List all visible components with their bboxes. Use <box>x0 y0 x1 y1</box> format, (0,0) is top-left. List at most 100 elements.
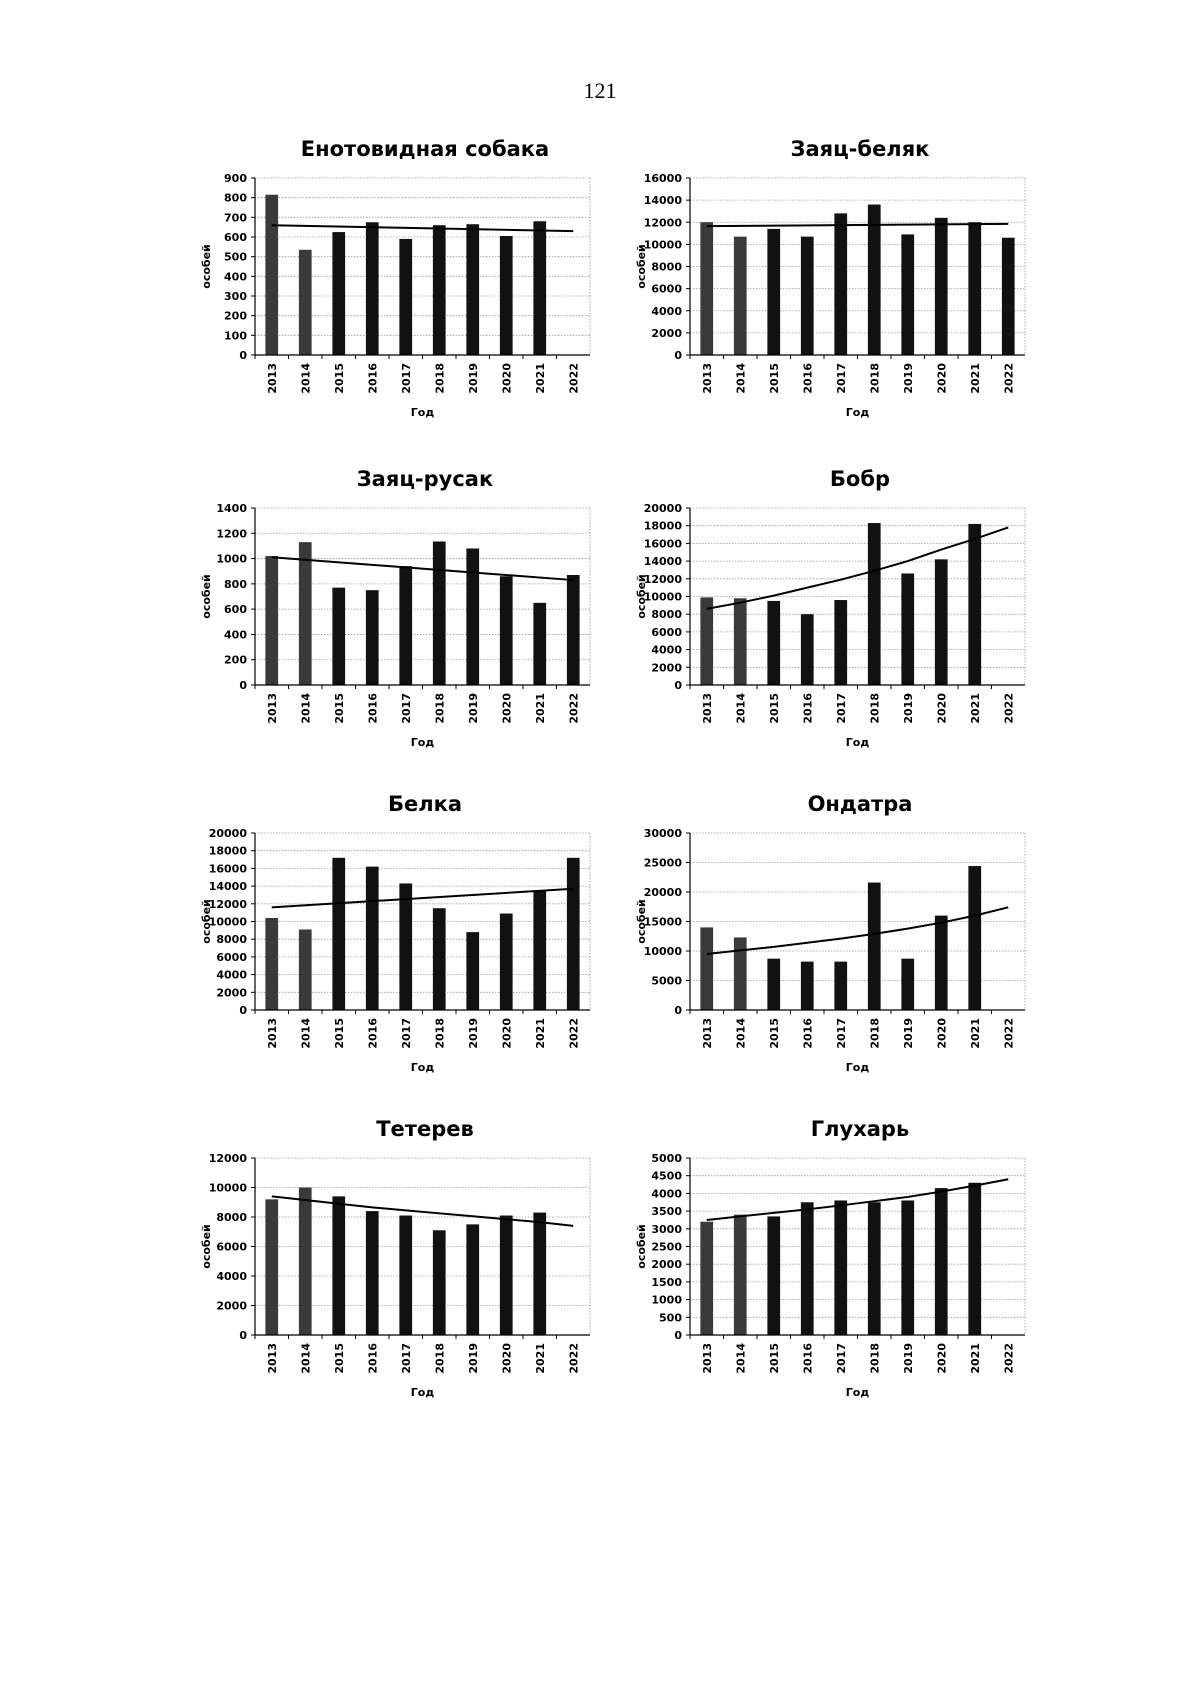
chart-5-title: Ондатра <box>808 792 913 816</box>
chart-mountain-hare: Заяц-беляк 0 2000 4000 6000 8000 10000 12000 140… <box>625 130 1045 430</box>
chart-2-xlabel: Год <box>411 736 435 749</box>
chart-1-ytick-label: 12000 <box>644 216 683 229</box>
chart-7-xtick-label-2017: 2017 <box>835 1343 848 1374</box>
chart-7-bar-2019 <box>901 1200 915 1335</box>
chart-3-xtick-label-2019: 2019 <box>902 693 915 724</box>
chart-7-bar-2021 <box>968 1182 982 1335</box>
chart-1-ytick-label: 16000 <box>644 172 683 185</box>
chart-6-bar-2016 <box>365 1211 379 1335</box>
chart-3-ytick-label: 12000 <box>644 573 683 586</box>
chart-4-bar-2016 <box>365 866 379 1010</box>
chart-2-bar-2016 <box>365 590 379 685</box>
chart-2-bar-2014 <box>298 542 312 685</box>
chart-0-ytick-label: 800 <box>224 192 247 205</box>
chart-5-ylabel: особей <box>635 899 648 943</box>
chart-0-bar-2019 <box>466 224 480 355</box>
chart-5-bar-2020 <box>934 915 948 1010</box>
chart-5-ytick-label: 20000 <box>644 886 683 899</box>
chart-6-xtick-label-2020: 2020 <box>500 1343 513 1374</box>
chart-6-ytick-label: 8000 <box>216 1211 247 1224</box>
chart-1-xtick-label-2018: 2018 <box>868 363 881 394</box>
chart-black-grouse: Тетерев 0 2000 4000 6000 8000 10000 12000 2013 20… <box>190 1110 610 1410</box>
chart-4-trendline <box>271 887 574 909</box>
chart-5-xtick-label-2015: 2015 <box>768 1018 781 1049</box>
chart-7-ytick-label: 3000 <box>651 1223 682 1236</box>
chart-6-ytick-label: 10000 <box>209 1182 248 1195</box>
chart-7-bar-2020 <box>934 1188 948 1335</box>
chart-capercaillie-svg: Глухарь 0 500 1000 1500 2000 2500 3000 3500 4000 4… <box>635 1117 1026 1399</box>
chart-beaver-svg: Бобр 0 2000 4000 6000 8000 10000 12000 14000 1600… <box>635 467 1026 749</box>
chart-7-ytick-label: 0 <box>674 1329 682 1342</box>
chart-2-xtick-label-2016: 2016 <box>366 693 379 724</box>
chart-3-ytick-label: 18000 <box>644 520 683 533</box>
chart-5-bar-2018 <box>867 882 881 1010</box>
chart-3-bar-2018 <box>867 523 881 685</box>
chart-1-ytick-label: 10000 <box>644 238 683 251</box>
chart-0-xtick-label-2013: 2013 <box>266 363 279 394</box>
chart-1-bar-2018 <box>867 204 881 355</box>
chart-7-xtick-label-2015: 2015 <box>768 1343 781 1374</box>
chart-4-title: Белка <box>388 792 462 816</box>
chart-4-xtick-label-2018: 2018 <box>433 1018 446 1049</box>
chart-5-ytick-label: 15000 <box>644 916 683 929</box>
chart-capercaillie: Глухарь 0 500 1000 1500 2000 2500 3000 3500 4000 4… <box>625 1110 1045 1410</box>
chart-6-title: Тетерев <box>376 1117 474 1141</box>
chart-6-ytick-label: 6000 <box>216 1241 247 1254</box>
chart-6-xtick-label-2017: 2017 <box>400 1343 413 1374</box>
chart-4-xtick-label-2016: 2016 <box>366 1018 379 1049</box>
chart-3-ytick-label: 20000 <box>644 502 683 515</box>
chart-2-ylabel: особей <box>200 574 213 618</box>
chart-4-xtick-label-2015: 2015 <box>333 1018 346 1049</box>
chart-0-bar-2014 <box>298 249 312 355</box>
chart-7-bar-2014 <box>733 1214 747 1335</box>
chart-7-ytick-label: 4500 <box>651 1170 682 1183</box>
chart-0-ytick-label: 0 <box>239 349 247 362</box>
chart-1-xtick-label-2015: 2015 <box>768 363 781 394</box>
chart-4-ytick-label: 0 <box>239 1004 247 1017</box>
chart-6-xtick-label-2019: 2019 <box>467 1343 480 1374</box>
chart-2-bar-2018 <box>432 541 446 685</box>
chart-0-xlabel: Год <box>411 406 435 419</box>
chart-5-ytick-label: 5000 <box>651 975 682 988</box>
chart-1-ytick-label: 4000 <box>651 305 682 318</box>
chart-1-xtick-label-2016: 2016 <box>801 363 814 394</box>
chart-0-bar-2016 <box>365 222 379 355</box>
chart-3-xtick-label-2014: 2014 <box>734 693 747 724</box>
chart-7-xtick-label-2014: 2014 <box>734 1343 747 1374</box>
chart-0-title: Енотовидная собака <box>301 137 549 161</box>
chart-3-bar-2020 <box>934 559 948 685</box>
chart-5-bar-2015 <box>767 958 781 1010</box>
chart-european-hare: Заяц-русак 0 200 400 600 800 1000 1200 1400 2013 2… <box>190 460 610 760</box>
chart-6-bar-2018 <box>432 1230 446 1335</box>
chart-1-bar-2016 <box>800 236 814 355</box>
chart-4-ytick-label: 18000 <box>209 845 248 858</box>
chart-6-ytick-label: 4000 <box>216 1270 247 1283</box>
chart-3-bar-2016 <box>800 614 814 685</box>
chart-4-ytick-label: 2000 <box>216 986 247 999</box>
chart-squirrel: Белка 0 2000 4000 6000 8000 10000 12000 14000 160… <box>190 785 610 1085</box>
chart-0-ytick-label: 900 <box>224 172 247 185</box>
chart-2-ytick-label: 400 <box>224 628 247 641</box>
chart-1-xtick-label-2021: 2021 <box>969 363 982 394</box>
chart-4-xtick-label-2021: 2021 <box>534 1018 547 1049</box>
chart-3-ytick-label: 10000 <box>644 591 683 604</box>
chart-4-ytick-label: 10000 <box>209 916 248 929</box>
chart-4-xtick-label-2022: 2022 <box>567 1018 580 1049</box>
chart-2-bar-2015 <box>332 587 346 685</box>
chart-3-ytick-label: 2000 <box>651 661 682 674</box>
chart-2-ytick-label: 1000 <box>216 553 247 566</box>
chart-2-ytick-label: 200 <box>224 654 247 667</box>
chart-6-bar-2015 <box>332 1196 346 1335</box>
chart-5-bar-2013 <box>700 927 714 1010</box>
chart-6-bar-2013 <box>265 1199 279 1335</box>
chart-3-xtick-label-2022: 2022 <box>1002 693 1015 724</box>
chart-6-xtick-label-2014: 2014 <box>299 1343 312 1374</box>
chart-1-ytick-label: 2000 <box>651 327 682 340</box>
page-number: 121 <box>583 78 617 103</box>
chart-6-ylabel: особей <box>200 1224 213 1268</box>
chart-7-xtick-label-2019: 2019 <box>902 1343 915 1374</box>
chart-5-xtick-label-2017: 2017 <box>835 1018 848 1049</box>
chart-2-xtick-label-2022: 2022 <box>567 693 580 724</box>
chart-2-bar-2021 <box>533 602 547 685</box>
chart-0-trendline <box>271 224 574 233</box>
